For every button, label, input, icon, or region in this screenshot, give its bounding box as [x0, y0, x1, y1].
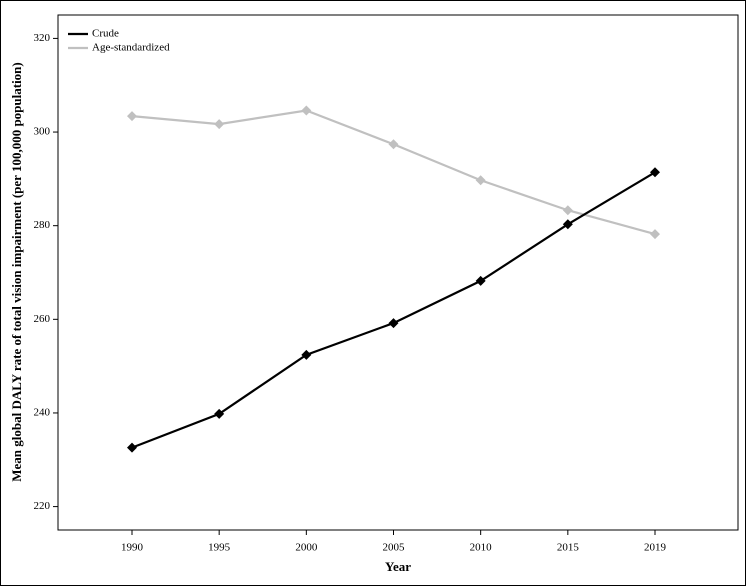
legend-label: Age-standardized	[92, 42, 170, 54]
marker	[475, 175, 486, 186]
y-tick-label: 240	[34, 406, 51, 418]
x-tick-label: 2005	[383, 542, 406, 554]
marker	[214, 408, 225, 419]
y-tick-label: 320	[34, 32, 51, 44]
plot-area	[57, 14, 739, 531]
marker	[562, 219, 573, 230]
y-tick-label: 300	[34, 126, 51, 138]
marker	[301, 105, 312, 116]
y-tick-label: 280	[34, 219, 51, 231]
x-tick-label: 2019	[644, 542, 667, 554]
marker	[650, 167, 660, 178]
marker	[127, 442, 137, 453]
x-tick-label: 2010	[470, 542, 493, 554]
marker	[388, 139, 399, 150]
marker	[388, 318, 399, 329]
y-tick-label: 260	[34, 313, 51, 325]
marker	[562, 205, 573, 216]
x-tick-label: 1990	[121, 542, 144, 554]
x-axis-title: Year	[385, 559, 411, 574]
marker	[214, 119, 225, 130]
x-tick-label: 1995	[208, 542, 231, 554]
marker	[127, 111, 137, 122]
x-tick-label: 2015	[557, 542, 580, 554]
marker	[475, 275, 486, 286]
legend-label: Crude	[92, 28, 119, 40]
x-tick-label: 2000	[295, 542, 318, 554]
y-axis-title: Mean global DALY rate of total vision im…	[9, 62, 24, 482]
y-tick-label: 220	[34, 500, 51, 512]
marker	[650, 229, 660, 240]
marker	[301, 349, 312, 360]
